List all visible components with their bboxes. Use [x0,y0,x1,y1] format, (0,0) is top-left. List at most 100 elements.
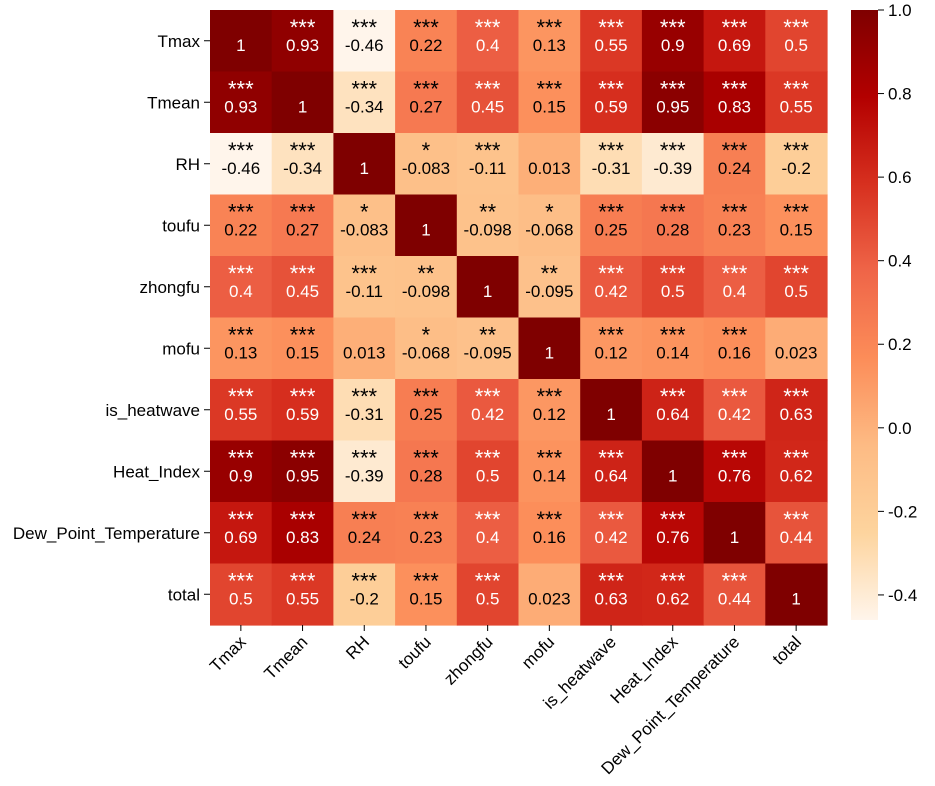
cell-significance: *** [290,261,316,286]
cell-value-label: 0.9 [661,36,685,55]
cell-value-label: 0.27 [409,98,442,117]
cell-value-label: 0.63 [780,405,813,424]
cell-RH-total [765,133,828,196]
cell-Tmax-Heat_Index [641,10,705,73]
cell-value-label: -0.2 [782,159,811,178]
cell-value-label: 0.95 [656,98,689,117]
cell-RH-Heat_Index [641,133,705,196]
cell-significance: *** [228,323,254,348]
cell-significance: *** [598,323,624,348]
column-label-zhongfu: zhongfu [440,632,496,688]
cell-value-label: 1 [730,528,739,547]
cell-significance: *** [413,569,439,594]
cell-value-label: -0.068 [525,221,573,240]
cell-significance: *** [475,15,501,40]
cell-value-label: 0.23 [409,528,442,547]
cell-Dew_Point_Temperature-Heat_Index [641,502,705,565]
cell-significance: *** [290,384,316,409]
cell-value-label: 0.62 [656,590,689,609]
row-label-total: total [168,585,200,604]
cell-significance: *** [598,138,624,163]
cell-value-label: 0.24 [718,159,751,178]
cell-significance: * [422,138,431,163]
column-label-total: total [769,632,805,668]
cell-Dew_Point_Temperature-toufu [395,502,458,565]
cell-value-label: -0.068 [402,344,450,363]
cell-significance: * [545,200,554,225]
row-label-is_heatwave: is_heatwave [105,401,200,420]
cell-mofu-Tmax [210,317,273,380]
cell-significance: *** [660,200,686,225]
cell-zhongfu-Dew_Point_Temperature [703,256,766,319]
cell-Dew_Point_Temperature-RH [333,502,396,565]
cell-value-label: 0.93 [224,98,257,117]
cell-value-label: 0.23 [718,221,751,240]
cell-significance: *** [228,384,254,409]
cell-mofu-RH [333,317,396,380]
cell-Dew_Point_Temperature-is_heatwave [580,502,643,565]
cell-significance: *** [598,261,624,286]
cell-significance: *** [413,446,439,471]
cell-toufu-Tmean [271,194,334,257]
cell-significance: *** [783,200,809,225]
cell-value-label: 0.5 [229,590,253,609]
cell-significance: *** [722,77,748,102]
cell-RH-Dew_Point_Temperature [703,133,766,196]
cell-RH-RH [333,133,396,196]
cell-total-RH [333,563,396,626]
cell-Dew_Point_Temperature-zhongfu [456,502,520,565]
cell-significance: *** [722,446,748,471]
cell-value-label: 0.15 [780,221,813,240]
cell-mofu-is_heatwave [580,317,643,380]
cell-significance: *** [783,384,809,409]
cell-value-label: 0.15 [286,344,319,363]
cell-significance: ** [541,261,559,286]
cell-Heat_Index-Heat_Index [641,440,705,503]
cell-value-label: 0.023 [775,344,818,363]
cell-value-label: 0.55 [286,590,319,609]
cell-value-label: 0.12 [533,405,566,424]
cell-value-label: 0.59 [286,405,319,424]
cell-significance: *** [537,77,563,102]
cell-value-label: 1 [606,405,615,424]
cell-significance: *** [598,15,624,40]
cell-value-label: -0.34 [283,159,322,178]
cell-is_heatwave-is_heatwave [580,379,643,442]
colorbar-tick-label: 1.0 [888,1,912,20]
cell-Heat_Index-mofu [518,440,581,503]
cell-value-label: 0.13 [533,36,566,55]
cell-zhongfu-total [765,256,828,319]
cell-significance: *** [351,569,377,594]
cell-value-label: -0.11 [346,282,384,301]
cell-zhongfu-Heat_Index [641,256,705,319]
cell-toufu-mofu [518,194,581,257]
cell-value-label: 0.25 [595,221,628,240]
row-label-RH: RH [175,155,200,174]
cell-significance: *** [722,200,748,225]
column-label-Tmax: Tmax [206,632,250,676]
cell-value-label: 0.95 [286,467,319,486]
column-labels: Tmax Tmean RH toufu zhongfu mofuis_heatwaveHe… [206,625,805,778]
cell-significance: *** [598,77,624,102]
cell-value-label: 0.14 [656,344,689,363]
cell-is_heatwave-toufu [395,379,458,442]
cell-Tmean-toufu [395,71,458,134]
colorbar-tick-label: 0.2 [888,335,912,354]
row-label-zhongfu: zhongfu [140,278,201,297]
cell-value-label: 0.9 [229,467,253,486]
cell-significance: * [360,200,369,225]
cell-total-Dew_Point_Temperature [703,563,766,626]
cell-significance: *** [290,200,316,225]
cell-Heat_Index-total [765,440,828,503]
cell-significance: *** [413,507,439,532]
cell-value-label: 0.5 [784,36,808,55]
cell-significance: *** [475,77,501,102]
cell-value-label: 0.62 [780,467,813,486]
cell-significance: *** [660,77,686,102]
cell-significance: *** [660,323,686,348]
cell-significance: *** [783,138,809,163]
cell-Tmean-Dew_Point_Temperature [703,71,766,134]
cell-value-label: 0.22 [224,221,257,240]
cell-significance: *** [228,138,254,163]
cell-mofu-Tmean [271,317,334,380]
